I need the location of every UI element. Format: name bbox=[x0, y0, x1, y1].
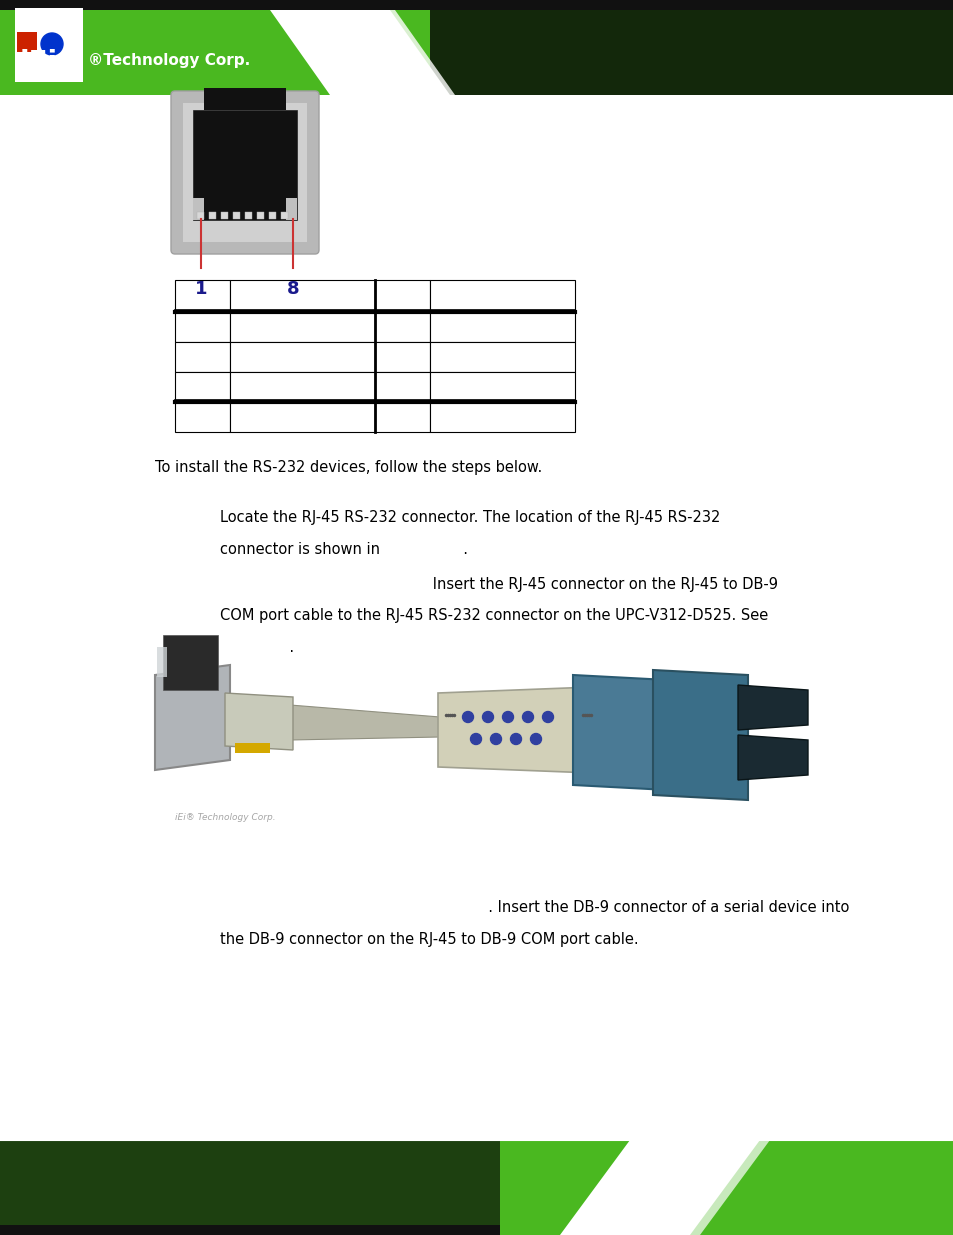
Circle shape bbox=[490, 734, 501, 745]
Text: ®Technology Corp.: ®Technology Corp. bbox=[88, 53, 250, 68]
Bar bbox=[0, 1140, 953, 1235]
Bar bbox=[221, 212, 228, 219]
Polygon shape bbox=[659, 1140, 769, 1235]
Polygon shape bbox=[270, 10, 450, 95]
Bar bbox=[209, 212, 215, 219]
Polygon shape bbox=[437, 687, 593, 773]
Bar bbox=[230, 372, 375, 403]
Circle shape bbox=[510, 734, 521, 745]
Bar bbox=[183, 103, 307, 242]
Bar bbox=[281, 212, 288, 219]
Bar bbox=[430, 372, 575, 403]
Bar bbox=[0, 0, 953, 95]
Text: COM port cable to the RJ-45 RS-232 connector on the UPC-V312-D525. See: COM port cable to the RJ-45 RS-232 conne… bbox=[220, 608, 767, 622]
Bar bbox=[375, 342, 430, 372]
Circle shape bbox=[41, 33, 63, 56]
Circle shape bbox=[542, 711, 553, 722]
Bar bbox=[0, 1225, 953, 1235]
Circle shape bbox=[482, 711, 493, 722]
Text: Insert the RJ-45 connector on the RJ-45 to DB-9: Insert the RJ-45 connector on the RJ-45 … bbox=[220, 577, 778, 592]
Text: the DB-9 connector on the RJ-45 to DB-9 COM port cable.: the DB-9 connector on the RJ-45 to DB-9 … bbox=[220, 932, 638, 947]
Bar bbox=[499, 1140, 953, 1235]
Bar bbox=[193, 198, 204, 220]
Bar bbox=[0, 0, 953, 10]
Bar bbox=[245, 212, 252, 219]
Text: 8: 8 bbox=[287, 280, 299, 298]
Polygon shape bbox=[234, 743, 270, 753]
Circle shape bbox=[530, 734, 541, 745]
Bar bbox=[430, 403, 575, 432]
Text: connector is shown in                  .: connector is shown in . bbox=[220, 542, 468, 557]
Bar bbox=[286, 198, 296, 220]
Bar bbox=[193, 110, 296, 220]
Text: . Insert the DB-9 connector of a serial device into: . Insert the DB-9 connector of a serial … bbox=[220, 900, 848, 915]
Bar bbox=[0, 10, 430, 95]
Bar bbox=[430, 10, 953, 95]
Polygon shape bbox=[355, 10, 455, 95]
Bar bbox=[375, 403, 430, 432]
Bar bbox=[174, 280, 230, 312]
Polygon shape bbox=[738, 685, 807, 730]
Bar bbox=[15, 7, 83, 82]
Polygon shape bbox=[573, 676, 667, 790]
Bar bbox=[375, 280, 430, 312]
Bar bbox=[233, 212, 240, 219]
Bar bbox=[430, 312, 575, 342]
Bar bbox=[375, 372, 430, 403]
Bar bbox=[230, 342, 375, 372]
Bar bbox=[204, 88, 286, 110]
Text: iEi: iEi bbox=[20, 49, 58, 77]
Text: Locate the RJ-45 RS-232 connector. The location of the RJ-45 RS-232: Locate the RJ-45 RS-232 connector. The l… bbox=[220, 510, 720, 525]
Text: iEi® Technology Corp.: iEi® Technology Corp. bbox=[174, 813, 275, 823]
Bar bbox=[256, 212, 264, 219]
Polygon shape bbox=[652, 671, 747, 800]
Bar bbox=[230, 312, 375, 342]
Bar bbox=[174, 403, 230, 432]
Polygon shape bbox=[290, 705, 439, 740]
Polygon shape bbox=[225, 693, 293, 750]
Circle shape bbox=[462, 711, 473, 722]
Text: To install the RS-232 devices, follow the steps below.: To install the RS-232 devices, follow th… bbox=[154, 459, 541, 475]
Circle shape bbox=[502, 711, 513, 722]
Bar bbox=[230, 403, 375, 432]
Bar bbox=[269, 212, 275, 219]
Bar bbox=[17, 32, 37, 52]
Bar bbox=[174, 342, 230, 372]
Circle shape bbox=[522, 711, 533, 722]
Bar bbox=[174, 372, 230, 403]
Polygon shape bbox=[559, 1140, 760, 1235]
Bar bbox=[430, 280, 575, 312]
Bar bbox=[375, 312, 430, 342]
Bar bbox=[230, 280, 375, 312]
Bar bbox=[196, 212, 204, 219]
Text: .: . bbox=[220, 640, 294, 655]
Bar bbox=[0, 1140, 499, 1225]
Bar bbox=[174, 312, 230, 342]
Text: 1: 1 bbox=[194, 280, 208, 298]
Bar bbox=[163, 635, 218, 690]
Bar bbox=[157, 647, 167, 677]
Polygon shape bbox=[738, 735, 807, 781]
Polygon shape bbox=[154, 664, 230, 769]
Bar bbox=[430, 342, 575, 372]
Circle shape bbox=[470, 734, 481, 745]
FancyBboxPatch shape bbox=[171, 91, 318, 254]
